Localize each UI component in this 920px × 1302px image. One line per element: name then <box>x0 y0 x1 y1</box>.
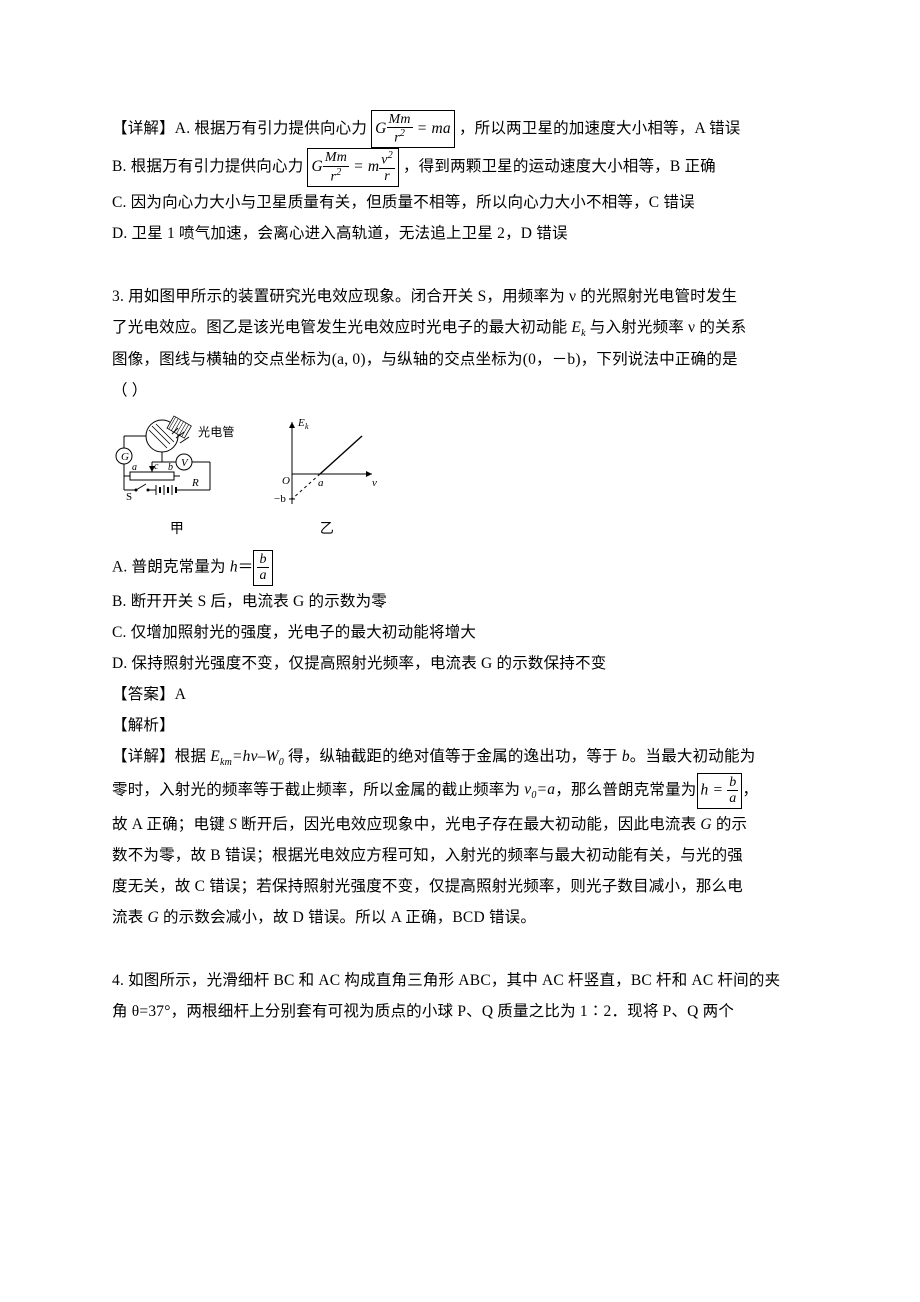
q3-detail-p5: 度无关，故 C 错误；若保持照射光强度不变，仅提高照射光频率，则光子数目减小，那… <box>112 871 808 902</box>
figure-row: 光电管 G V <box>112 414 808 544</box>
detail-line-d: D. 卫星 1 喷气加速，会离心进入高轨道，无法追上卫星 2，D 错误 <box>112 218 808 249</box>
c-label: c <box>154 461 159 472</box>
v-label: V <box>181 457 189 469</box>
ek-nu-graph: E k ν O a −b <box>272 414 382 514</box>
eq-den: r2 <box>387 128 413 146</box>
origin-label: O <box>282 475 290 487</box>
q3-detail-p3: 故 A 正确；电键 S 断开后，因光电效应现象中，光电子存在最大初动能，因此电流… <box>112 809 808 840</box>
ekm-eq: Ekm=hν–W0 <box>210 748 284 765</box>
photocell-label: 光电管 <box>198 424 235 439</box>
spacer <box>112 249 808 281</box>
planck-box: h = ba <box>697 773 743 809</box>
detail-line-b: B. 根据万有引力提供向心力 GMmr2 = mv2r ，得到两颗卫星的运动速度… <box>112 148 808 186</box>
figure-graph-block: E k ν O a −b 乙 <box>272 414 382 544</box>
a-label: a <box>132 462 137 473</box>
q3-detail-p4: 数不为零，故 B 错误；根据光电效应方程可知，入射光的频率与最大初动能有关，与光… <box>112 840 808 871</box>
q3-option-c: C. 仅增加照射光的强度，光电子的最大初动能将增大 <box>112 617 808 648</box>
circuit-diagram: 光电管 G V <box>112 414 242 514</box>
text: ，所以两卫星的加速度大小相等，A 错误 <box>459 120 741 137</box>
svg-text:k: k <box>305 422 309 431</box>
detail-line-a: 【详解】A. 根据万有引力提供向心力 GMmr2 = ma ，所以两卫星的加速度… <box>112 110 808 148</box>
figure-circuit-block: 光电管 G V <box>112 414 242 544</box>
r-label: R <box>191 477 199 489</box>
q3-jiexi: 【解析】 <box>112 710 808 741</box>
q3-stem-line3: 图像，图线与横轴的交点坐标为(a, 0)，与纵轴的交点坐标为(0，－b)，下列说… <box>112 344 808 375</box>
q3-option-a: A. 普朗克常量为 h＝ba <box>112 550 808 586</box>
q3-detail-p2: 零时，入射光的频率等于截止频率，所以金属的截止频率为 ν0=a，那么普朗克常量为… <box>112 773 808 809</box>
x-axis-label: ν <box>372 477 377 489</box>
nu0-eq: ν0=a <box>524 781 555 798</box>
detail-line-c: C. 因为向心力大小与卫星质量有关，但质量不相等，所以向心力大小不相等，C 错误 <box>112 187 808 218</box>
q3-detail-p1: 【详解】根据 Ekm=hν–W0 得，纵轴截距的绝对值等于金属的逸出功，等于 b… <box>112 741 808 773</box>
q3-option-b: B. 断开开关 S 后，电流表 G 的示数为零 <box>112 586 808 617</box>
equation-box-a: GMmr2 = ma <box>371 110 455 148</box>
q3-stem-line1: 3. 用如图甲所示的装置研究光电效应现象。闭合开关 S，用频率为 ν 的光照射光… <box>112 281 808 312</box>
eq-den1: r2 <box>323 167 349 185</box>
q3-option-d: D. 保持照射光强度不变，仅提高照射光频率，电流表 G 的示数保持不变 <box>112 648 808 679</box>
caption-jia: 甲 <box>170 516 184 544</box>
equation-box-b: GMmr2 = mv2r <box>307 148 398 186</box>
caption-yi: 乙 <box>320 516 334 544</box>
text: ，得到两颗卫星的运动速度大小相等，B 正确 <box>403 158 716 175</box>
b-label: b <box>168 462 173 473</box>
q3-stem-line2: 了光电效应。图乙是该光电管发生光电效应时光电子的最大初动能 Ek 与入射光频率 … <box>112 312 808 344</box>
text: B. 根据万有引力提供向心力 <box>112 158 303 175</box>
page: 【详解】A. 根据万有引力提供向心力 GMmr2 = ma ，所以两卫星的加速度… <box>0 0 920 1302</box>
a-point-label: a <box>318 477 324 489</box>
q4-line2: 角 θ=37°，两根细杆上分别套有可视为质点的小球 P、Q 质量之比为 1∶2．… <box>112 996 808 1027</box>
q3-stem-line4: （ ） <box>112 375 808 406</box>
neg-b-label: −b <box>274 493 286 505</box>
g-label: G <box>121 451 129 463</box>
q3-answer: 【答案】A <box>112 679 808 710</box>
option-a-box: ba <box>253 550 272 586</box>
y-axis-label: E <box>297 417 305 429</box>
q4-line1: 4. 如图所示，光滑细杆 BC 和 AC 构成直角三角形 ABC，其中 AC 杆… <box>112 965 808 996</box>
text: 【详解】A. 根据万有引力提供向心力 <box>112 120 367 137</box>
q3-detail-p6: 流表 G 的示数会减小，故 D 错误。所以 A 正确，BCD 错误。 <box>112 902 808 933</box>
s-label: S <box>126 491 132 503</box>
eq-num2: v2 <box>379 150 395 169</box>
spacer <box>112 933 808 965</box>
